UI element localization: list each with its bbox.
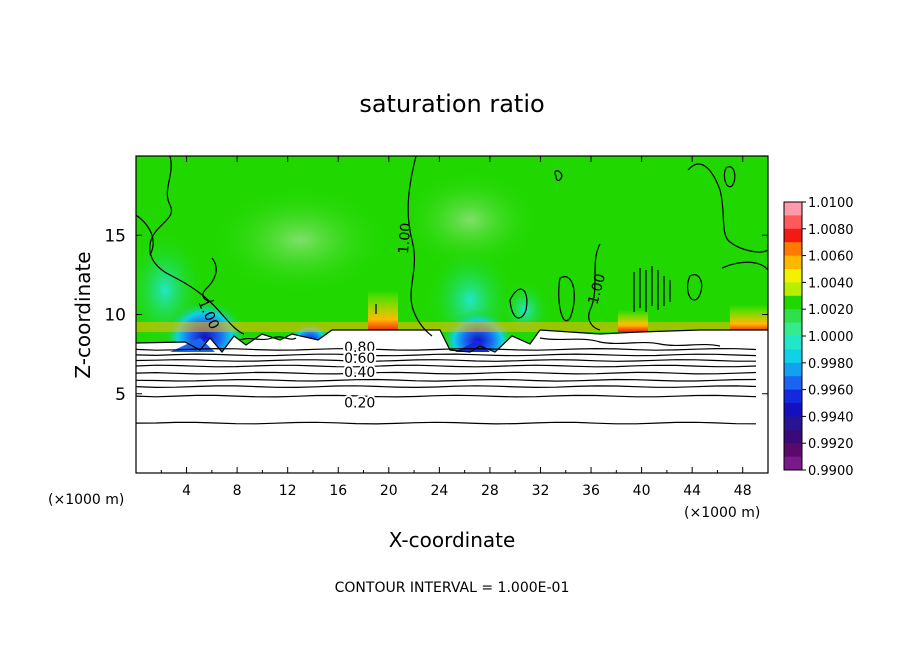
colorbar-band [784,215,802,230]
contour-line [136,347,757,351]
colorbar-band [784,429,802,444]
x-axis: 4 8 12 16 20 24 28 32 36 40 44 48 [160,156,752,499]
colorbar-band [784,202,802,216]
contour-lines [136,156,768,425]
colorbar-band [784,336,802,350]
x-tick-label: 36 [582,483,600,499]
x-axis-label: X-coordinate [389,528,516,552]
colorbar-band [784,416,802,431]
colorbar-band [784,242,802,257]
field-light-region [400,170,540,270]
colorbar-band [784,322,802,337]
colorbar-label: 1.0000 [808,330,854,345]
horizontal-contours [136,347,757,425]
x-unit-right: (×1000 m) [684,505,760,521]
colorbar-label: 1.0080 [808,223,854,238]
colorbar-label: 1.0060 [808,250,854,265]
field-light-region [210,185,390,295]
contour-labels: 1.001.001.000.800.600.400.20 [194,222,610,413]
contour-line [136,421,757,425]
chart-title: saturation ratio [359,90,544,118]
contour-line [136,353,757,357]
x-tick-label: 20 [380,483,398,499]
contour-line [686,274,703,301]
contour-line [407,156,433,337]
x-tick-label: 24 [430,483,448,499]
contour-line [136,385,757,389]
field-warm-streak [618,310,648,332]
colorbar-band [784,282,802,297]
contour-label: 1.00 [586,272,610,306]
x-tick-label: 12 [279,483,297,499]
contour-line [136,214,154,256]
y-tick-label: 5 [115,385,126,405]
colorbar-band [784,403,802,417]
field-warm-streak [730,305,768,332]
colorbar-label: 0.9920 [808,437,854,452]
colorbar-band [784,362,802,377]
colorbar: 1.0100 1.0080 1.0060 1.0040 1.0020 1.0000 0.99… [783,196,854,479]
x-unit-left: (×1000 m) [48,492,124,508]
y-axis-label: Z-coordinate [71,251,95,378]
contour-line [721,261,768,271]
x-tick-label: 16 [329,483,347,499]
contour-label: 0.60 [344,351,375,367]
x-tick-label: 40 [633,483,651,499]
colorbar-band [784,309,802,324]
colorbar-band [784,269,802,283]
colorbar-label: 1.0100 [808,196,854,211]
contour-line [136,359,756,362]
contour-line [558,276,575,322]
x-tick-label: 48 [734,483,752,499]
contour-line [723,166,736,188]
x-tick-label: 44 [683,483,701,499]
contour-line [136,329,768,353]
contour-line [687,163,768,253]
colorbar-label: 0.9900 [808,464,854,479]
contour-line [202,257,217,302]
contour-line [136,394,757,398]
contour-line [633,266,671,312]
colorbar-band [784,456,802,471]
contour-label: 0.20 [344,395,375,411]
contour-line [136,364,757,368]
contour-line [136,378,757,382]
contour-label: 0.80 [344,340,375,356]
colorbar-label: 0.9980 [808,357,854,372]
y-tick-label: 15 [104,226,126,246]
contour-line [136,371,757,375]
contour-line [149,156,245,335]
colorbar-label: 0.9960 [808,384,854,399]
contour-line [239,336,297,341]
colorbar-band [784,255,802,270]
contour-line [554,170,563,182]
colorbar-band [784,389,802,404]
colorbar-label: 0.9940 [808,410,854,425]
field-warm-streak [368,290,398,332]
x-tick-label: 8 [233,483,242,499]
contour-interval-note: CONTOUR INTERVAL = 1.000E-01 [335,580,570,596]
y-axis: 5 10 15 [104,226,768,405]
x-tick-label: 32 [532,483,550,499]
colorbar-band [784,228,802,243]
colorbar-band [784,349,802,364]
contour-line [588,243,601,331]
field-warm-layer [136,322,768,332]
colorbar-label: 1.0040 [808,276,854,291]
x-tick-label: 4 [182,483,191,499]
colorbar-label: 1.0020 [808,303,854,318]
x-tick-label: 28 [481,483,499,499]
contour-line [509,288,528,319]
contour-line [539,337,721,347]
field-cloud-region [136,330,768,473]
colorbar-band [784,295,802,310]
contour-label: 1.00 [396,222,415,254]
colorbar-band [784,443,802,458]
colorbar-band [784,376,802,391]
contour-label: 0.40 [344,365,375,381]
y-tick-label: 10 [104,306,126,326]
